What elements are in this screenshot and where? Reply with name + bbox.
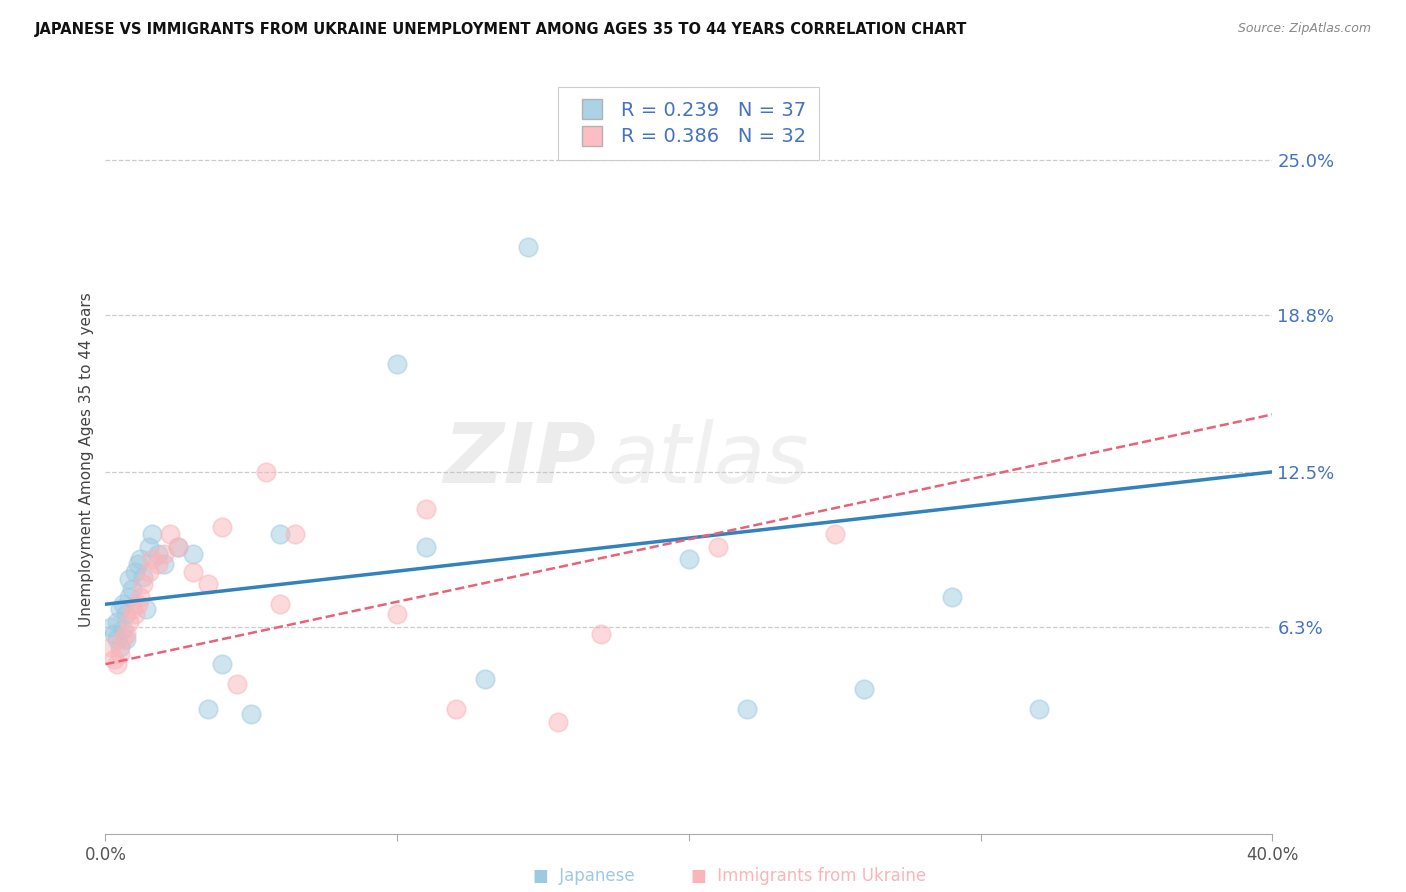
Point — [941, 590, 963, 604]
Text: JAPANESE VS IMMIGRANTS FROM UKRAINE UNEMPLOYMENT AMONG AGES 35 TO 44 YEARS CORRE: JAPANESE VS IMMIGRANTS FROM UKRAINE UNEM… — [35, 22, 967, 37]
Text: ZIP: ZIP — [443, 419, 596, 500]
Point — [269, 597, 292, 611]
Point — [135, 602, 157, 616]
Point — [824, 527, 846, 541]
Point — [225, 677, 247, 691]
Point — [108, 640, 131, 654]
Text: Source: ZipAtlas.com: Source: ZipAtlas.com — [1237, 22, 1371, 36]
Text: ■  Immigrants from Ukraine: ■ Immigrants from Ukraine — [690, 867, 927, 885]
Point — [115, 627, 138, 641]
Point — [269, 527, 292, 541]
Text: atlas: atlas — [607, 419, 808, 500]
Y-axis label: Unemployment Among Ages 35 to 44 years: Unemployment Among Ages 35 to 44 years — [79, 292, 94, 627]
Point — [211, 657, 233, 672]
Point — [167, 540, 190, 554]
Point — [415, 540, 437, 554]
Point — [141, 527, 163, 541]
Point — [707, 540, 730, 554]
Point — [103, 627, 125, 641]
Point — [118, 615, 141, 629]
Point — [284, 527, 307, 541]
Point — [105, 657, 128, 672]
Legend: R = 0.239   N = 37, R = 0.386   N = 32: R = 0.239 N = 37, R = 0.386 N = 32 — [558, 87, 820, 160]
Point — [415, 502, 437, 516]
Point — [132, 577, 155, 591]
Point — [197, 702, 219, 716]
Point — [547, 714, 569, 729]
Point — [115, 607, 138, 622]
Point — [127, 558, 149, 572]
Point — [197, 577, 219, 591]
Point — [108, 602, 131, 616]
Point — [240, 707, 263, 722]
Point — [108, 647, 131, 661]
Point — [385, 607, 409, 622]
Point — [737, 702, 759, 716]
Point — [124, 607, 146, 622]
Point — [211, 520, 233, 534]
Point — [100, 620, 122, 634]
Point — [181, 547, 204, 561]
Point — [385, 358, 409, 372]
Point — [103, 652, 125, 666]
Point — [111, 632, 134, 647]
Point — [127, 597, 149, 611]
Point — [474, 672, 496, 686]
Point — [129, 590, 152, 604]
Point — [517, 240, 540, 254]
Point — [118, 590, 141, 604]
Point — [111, 622, 134, 636]
Point — [852, 682, 875, 697]
Point — [153, 547, 174, 561]
Point — [159, 527, 181, 541]
Point — [121, 582, 143, 597]
Point — [124, 565, 146, 579]
Point — [118, 572, 141, 586]
Point — [141, 552, 163, 566]
Point — [146, 558, 169, 572]
Point — [1028, 702, 1050, 716]
Point — [138, 565, 160, 579]
Point — [167, 540, 190, 554]
Point — [115, 632, 138, 647]
Point — [129, 552, 152, 566]
Point — [678, 552, 700, 566]
Point — [100, 640, 122, 654]
Point — [105, 615, 128, 629]
Point — [591, 627, 613, 641]
Point — [146, 547, 169, 561]
Point — [153, 558, 174, 572]
Point — [181, 565, 204, 579]
Point — [105, 632, 128, 647]
Point — [444, 702, 467, 716]
Point — [254, 465, 277, 479]
Point — [132, 570, 155, 584]
Text: ■  Japanese: ■ Japanese — [533, 867, 634, 885]
Point — [111, 597, 134, 611]
Point — [121, 602, 143, 616]
Point — [138, 540, 160, 554]
